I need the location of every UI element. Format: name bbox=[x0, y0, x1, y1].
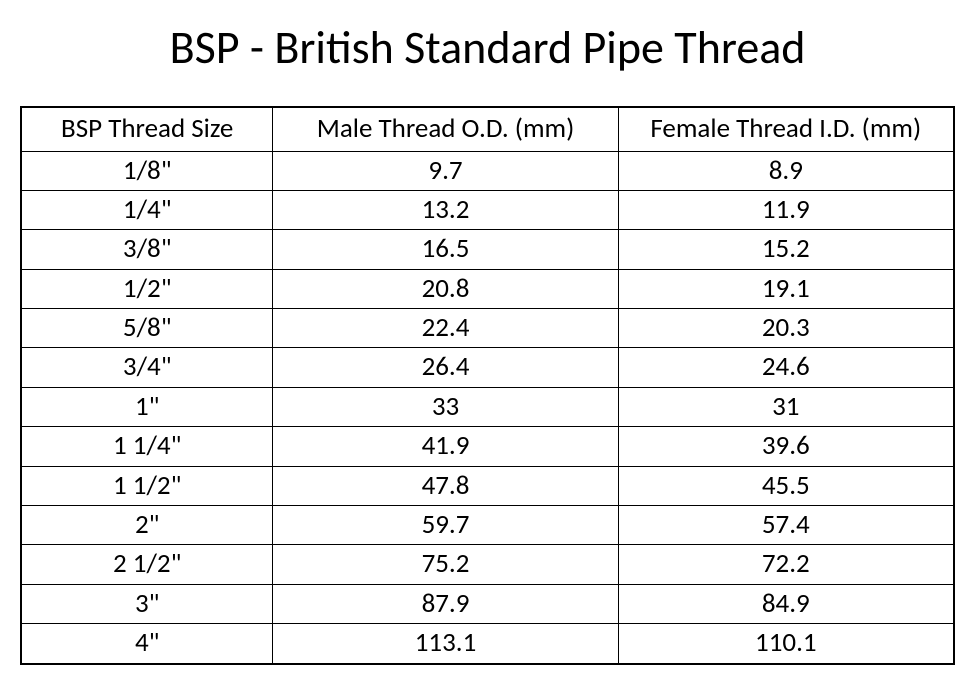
column-header-size: BSP Thread Size bbox=[21, 107, 273, 151]
table-cell: 39.6 bbox=[618, 427, 954, 466]
table-cell: 1/8" bbox=[21, 151, 273, 190]
table-cell: 57.4 bbox=[618, 506, 954, 545]
table-cell: 3/8" bbox=[21, 230, 273, 269]
table-row: 3/8"16.515.2 bbox=[21, 230, 954, 269]
page-title: BSP - British Standard Pipe Thread bbox=[10, 20, 965, 76]
table-cell: 16.5 bbox=[273, 230, 618, 269]
table-cell: 26.4 bbox=[273, 348, 618, 387]
table-cell: 33 bbox=[273, 387, 618, 426]
table-cell: 1" bbox=[21, 387, 273, 426]
table-cell: 45.5 bbox=[618, 466, 954, 505]
table-row: 3/4"26.424.6 bbox=[21, 348, 954, 387]
table-cell: 4" bbox=[21, 624, 273, 664]
column-header-male-od: Male Thread O.D. (mm) bbox=[273, 107, 618, 151]
table-cell: 72.2 bbox=[618, 545, 954, 584]
table-cell: 1/4" bbox=[21, 190, 273, 229]
table-cell: 9.7 bbox=[273, 151, 618, 190]
table-cell: 75.2 bbox=[273, 545, 618, 584]
bsp-thread-table: BSP Thread Size Male Thread O.D. (mm) Fe… bbox=[20, 106, 955, 665]
table-cell: 113.1 bbox=[273, 624, 618, 664]
table-cell: 1 1/2" bbox=[21, 466, 273, 505]
table-cell: 84.9 bbox=[618, 584, 954, 623]
table-cell: 13.2 bbox=[273, 190, 618, 229]
table-cell: 24.6 bbox=[618, 348, 954, 387]
table-row: 4"113.1110.1 bbox=[21, 624, 954, 664]
table-cell: 22.4 bbox=[273, 309, 618, 348]
table-cell: 2" bbox=[21, 506, 273, 545]
table-row: 1 1/2"47.845.5 bbox=[21, 466, 954, 505]
table-cell: 20.8 bbox=[273, 269, 618, 308]
table-row: 1/2"20.819.1 bbox=[21, 269, 954, 308]
table-cell: 8.9 bbox=[618, 151, 954, 190]
table-cell: 20.3 bbox=[618, 309, 954, 348]
table-cell: 87.9 bbox=[273, 584, 618, 623]
table-row: 1/4"13.211.9 bbox=[21, 190, 954, 229]
table-cell: 3" bbox=[21, 584, 273, 623]
table-row: 3"87.984.9 bbox=[21, 584, 954, 623]
table-row: 5/8"22.420.3 bbox=[21, 309, 954, 348]
table-cell: 110.1 bbox=[618, 624, 954, 664]
table-row: 2 1/2"75.272.2 bbox=[21, 545, 954, 584]
column-header-female-id: Female Thread I.D. (mm) bbox=[618, 107, 954, 151]
table-row: 2"59.757.4 bbox=[21, 506, 954, 545]
table-cell: 59.7 bbox=[273, 506, 618, 545]
table-cell: 11.9 bbox=[618, 190, 954, 229]
table-cell: 5/8" bbox=[21, 309, 273, 348]
table-cell: 1 1/4" bbox=[21, 427, 273, 466]
table-cell: 15.2 bbox=[618, 230, 954, 269]
table-row: 1"3331 bbox=[21, 387, 954, 426]
table-container: BSP Thread Size Male Thread O.D. (mm) Fe… bbox=[10, 106, 965, 665]
table-cell: 19.1 bbox=[618, 269, 954, 308]
table-cell: 2 1/2" bbox=[21, 545, 273, 584]
table-cell: 3/4" bbox=[21, 348, 273, 387]
table-cell: 47.8 bbox=[273, 466, 618, 505]
table-row: 1/8"9.78.9 bbox=[21, 151, 954, 190]
table-cell: 31 bbox=[618, 387, 954, 426]
table-row: 1 1/4"41.939.6 bbox=[21, 427, 954, 466]
table-cell: 41.9 bbox=[273, 427, 618, 466]
table-cell: 1/2" bbox=[21, 269, 273, 308]
table-header-row: BSP Thread Size Male Thread O.D. (mm) Fe… bbox=[21, 107, 954, 151]
